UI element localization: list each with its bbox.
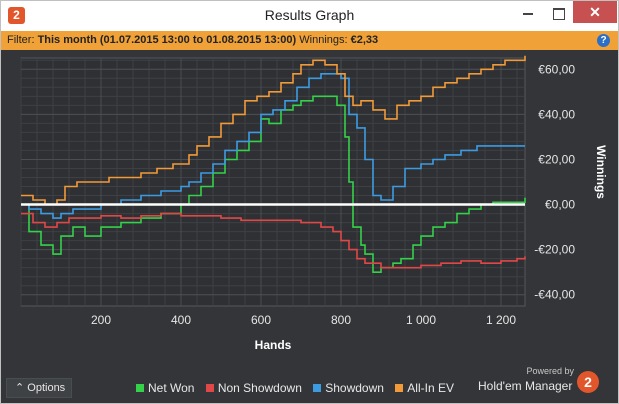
y-tick-label: -€40,00 [534,288,575,302]
chart-legend: Net Won Non Showdown Showdown All-In EV [136,381,462,395]
results-chart-svg: 200 400 600 800 1 000 1 200 €60,00 €40,00 €20,00… [20,55,608,352]
x-tick-label: 200 [91,313,111,327]
footer-bar: ⌃ Options Net Won Non Showdown Showdown … [1,366,618,403]
holdem-manager-app-icon: 2 [8,7,25,24]
holdem-manager-logo: 2 [577,371,599,393]
legend-item-all-in-ev[interactable]: All-In EV [395,381,454,395]
brand-name: Hold'em Manager [478,379,573,393]
winnings-label: Winnings: [299,34,348,46]
legend-swatch-non-showdown [205,384,214,392]
legend-label-net-won: Net Won [148,381,195,395]
help-icon[interactable]: ? [597,34,610,47]
filter-bar: Filter: This month (01.07.2015 13:00 to … [1,31,618,50]
legend-label-non-showdown: Non Showdown [217,381,302,395]
legend-item-net-won[interactable]: Net Won [136,381,194,395]
close-button[interactable]: ✕ [573,1,617,23]
series-line-net-won [21,95,526,273]
x-axis-label: Hands [255,338,292,352]
filter-label: Filter: [7,34,35,46]
series-line-all-in-ev [21,55,526,206]
options-button[interactable]: ⌃ Options [6,378,72,398]
series-line-non-showdown [21,212,526,269]
series-line-showdown [21,73,525,219]
x-tick-label: 400 [171,313,191,327]
winnings-value: €2,33 [350,34,379,46]
legend-item-non-showdown[interactable]: Non Showdown [205,381,302,395]
powered-by-label: Powered by [526,366,574,376]
results-chart: 200 400 600 800 1 000 1 200 €60,00 €40,00 €20,00… [1,50,618,375]
y-tick-label: €40,00 [538,107,575,121]
legend-swatch-net-won [136,384,144,392]
x-tick-label: 1 200 [486,313,516,327]
y-tick-label: €0,00 [545,198,575,212]
minimize-button[interactable] [513,1,543,27]
legend-item-showdown[interactable]: Showdown [313,381,384,395]
y-tick-label: -€20,00 [534,243,575,257]
y-axis-label: Winnings [594,145,608,199]
x-tick-label: 1 000 [406,313,436,327]
x-tick-label: 600 [251,313,271,327]
legend-label-showdown: Showdown [325,381,384,395]
window-title: Results Graph [264,7,355,23]
y-tick-label: €20,00 [538,152,575,166]
title-bar[interactable]: 2 Results Graph ✕ [1,1,618,31]
legend-label-all-in-ev: All-In EV [407,381,454,395]
maximize-button[interactable] [543,1,573,27]
legend-swatch-showdown [313,384,322,392]
x-tick-label: 800 [331,313,351,327]
y-tick-label: €60,00 [538,62,575,76]
legend-swatch-all-in-ev [395,384,404,392]
filter-range: This month (01.07.2015 13:00 to 01.08.20… [37,34,297,46]
